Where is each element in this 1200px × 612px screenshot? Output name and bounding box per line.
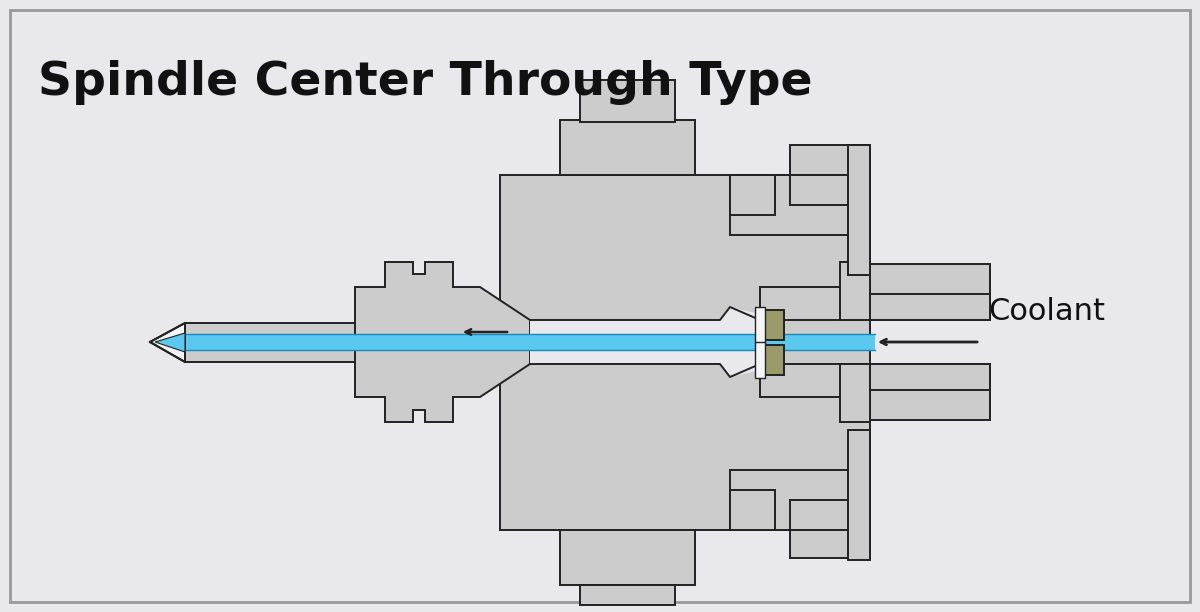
Polygon shape	[530, 307, 760, 342]
Bar	[790, 175, 870, 205]
Bar	[755, 342, 766, 378]
Bar	[730, 175, 870, 235]
Text: Spindle Center Through Type: Spindle Center Through Type	[38, 60, 812, 105]
Bar	[730, 470, 870, 530]
Bar	[762, 345, 784, 375]
Polygon shape	[155, 333, 185, 352]
Bar	[790, 147, 870, 177]
Bar	[790, 145, 870, 175]
Bar	[762, 310, 784, 340]
Bar	[790, 175, 870, 203]
Bar	[580, 585, 674, 605]
Bar	[760, 364, 870, 397]
Bar	[580, 80, 674, 122]
Bar	[870, 264, 990, 320]
Bar	[870, 294, 990, 320]
Bar	[185, 323, 504, 342]
Bar	[755, 307, 766, 343]
Bar	[790, 530, 870, 558]
Bar	[560, 120, 695, 175]
Bar	[760, 287, 870, 320]
Bar	[730, 490, 775, 530]
Bar	[790, 500, 870, 530]
Bar	[730, 175, 775, 215]
Bar	[500, 175, 870, 530]
Bar	[840, 364, 870, 422]
Bar	[185, 334, 875, 350]
Polygon shape	[355, 342, 530, 422]
Bar	[840, 262, 870, 320]
Bar	[870, 364, 990, 390]
Bar	[185, 342, 504, 362]
Polygon shape	[355, 262, 530, 342]
Bar	[560, 530, 695, 585]
Polygon shape	[530, 342, 760, 377]
Polygon shape	[150, 323, 185, 362]
Bar	[848, 145, 870, 275]
Text: Coolant: Coolant	[988, 297, 1105, 326]
Bar	[870, 364, 990, 420]
Bar	[848, 430, 870, 560]
